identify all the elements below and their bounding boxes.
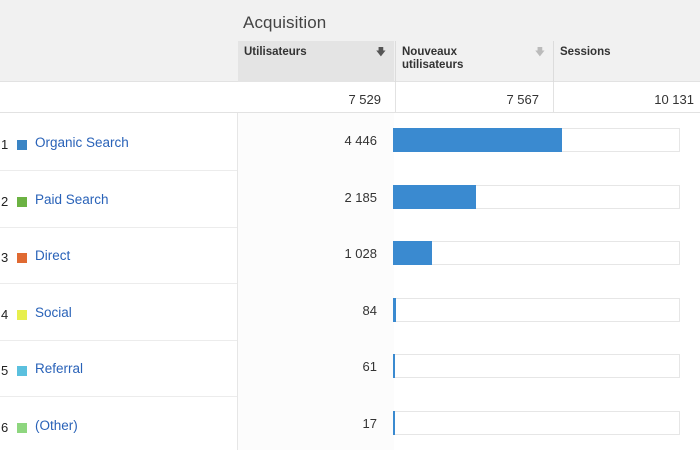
bar-track (393, 410, 680, 435)
channel-color-swatch (17, 140, 27, 150)
channel-link[interactable]: Paid Search (35, 191, 109, 207)
bar-track (393, 354, 680, 378)
channel-color-swatch (17, 422, 27, 433)
row-index: 2 (1, 193, 9, 209)
table-row: 2 Paid Search 2 185 (0, 172, 700, 228)
row-divider (0, 339, 237, 341)
channel-color-swatch (17, 309, 27, 320)
row-index: 6 (1, 419, 9, 435)
table-row: 3 Direct 1 028 (0, 228, 700, 284)
column-divider (237, 113, 238, 450)
total-new-users: 7 567 (395, 82, 553, 113)
row-divider (0, 283, 237, 284)
channel-link[interactable]: Direct (35, 248, 71, 263)
channel-color-swatch (17, 196, 27, 207)
users-bar (393, 128, 562, 152)
sort-icon: 🡇 (534, 47, 545, 58)
users-value: 61 (362, 359, 377, 374)
channel-color-swatch (17, 366, 27, 376)
users-value: 1 028 (344, 246, 377, 261)
users-value: 84 (362, 302, 377, 318)
row-index: 3 (1, 250, 9, 265)
row-index: 4 (1, 306, 9, 322)
section-title: Acquisition (243, 13, 327, 32)
column-header-new-users-label: Nouveaux utilisateurs (402, 46, 464, 71)
column-header-new-users[interactable]: Nouveaux utilisateurs 🡇 (395, 41, 553, 82)
total-sessions: 10 131 (553, 82, 700, 113)
channel-link[interactable]: Organic Search (35, 135, 129, 150)
channel-link[interactable]: (Other) (35, 417, 78, 433)
column-header-users[interactable]: Utilisateurs 🡇 (238, 41, 394, 82)
users-bar (393, 297, 397, 322)
column-header-sessions-label: Sessions (560, 46, 611, 58)
users-value: 4 446 (344, 133, 377, 148)
row-index: 1 (1, 137, 9, 152)
channel-link[interactable]: Social (35, 304, 72, 320)
row-divider (0, 170, 237, 171)
row-divider (0, 396, 237, 397)
bar-track (393, 297, 680, 322)
row-index: 5 (1, 363, 9, 378)
row-divider (0, 226, 237, 228)
users-column-background (238, 113, 394, 450)
table-header: Acquisition Utilisateurs 🡇 Nouveaux util… (0, 0, 700, 82)
users-bar (393, 354, 396, 378)
channel-color-swatch (17, 253, 27, 263)
users-bar (393, 184, 477, 209)
table-row: 5 Referral 61 (0, 341, 700, 397)
table-row: 6 (Other) 17 (0, 398, 700, 450)
users-value: 17 (362, 415, 377, 431)
total-users: 7 529 (348, 92, 381, 107)
users-bar (393, 241, 433, 265)
channel-link[interactable]: Referral (35, 361, 84, 376)
users-bar (393, 410, 395, 435)
totals-row: 7 529 7 567 10 131 (0, 82, 700, 113)
bar-track (393, 241, 680, 265)
sort-descending-icon: 🡇 (375, 47, 386, 58)
users-value: 2 185 (344, 189, 377, 205)
column-header-sessions[interactable]: Sessions (553, 41, 700, 82)
table-row: 1 Organic Search 4 446 (0, 115, 700, 171)
column-header-users-label: Utilisateurs (244, 46, 307, 58)
table-row: 4 Social 84 (0, 285, 700, 341)
